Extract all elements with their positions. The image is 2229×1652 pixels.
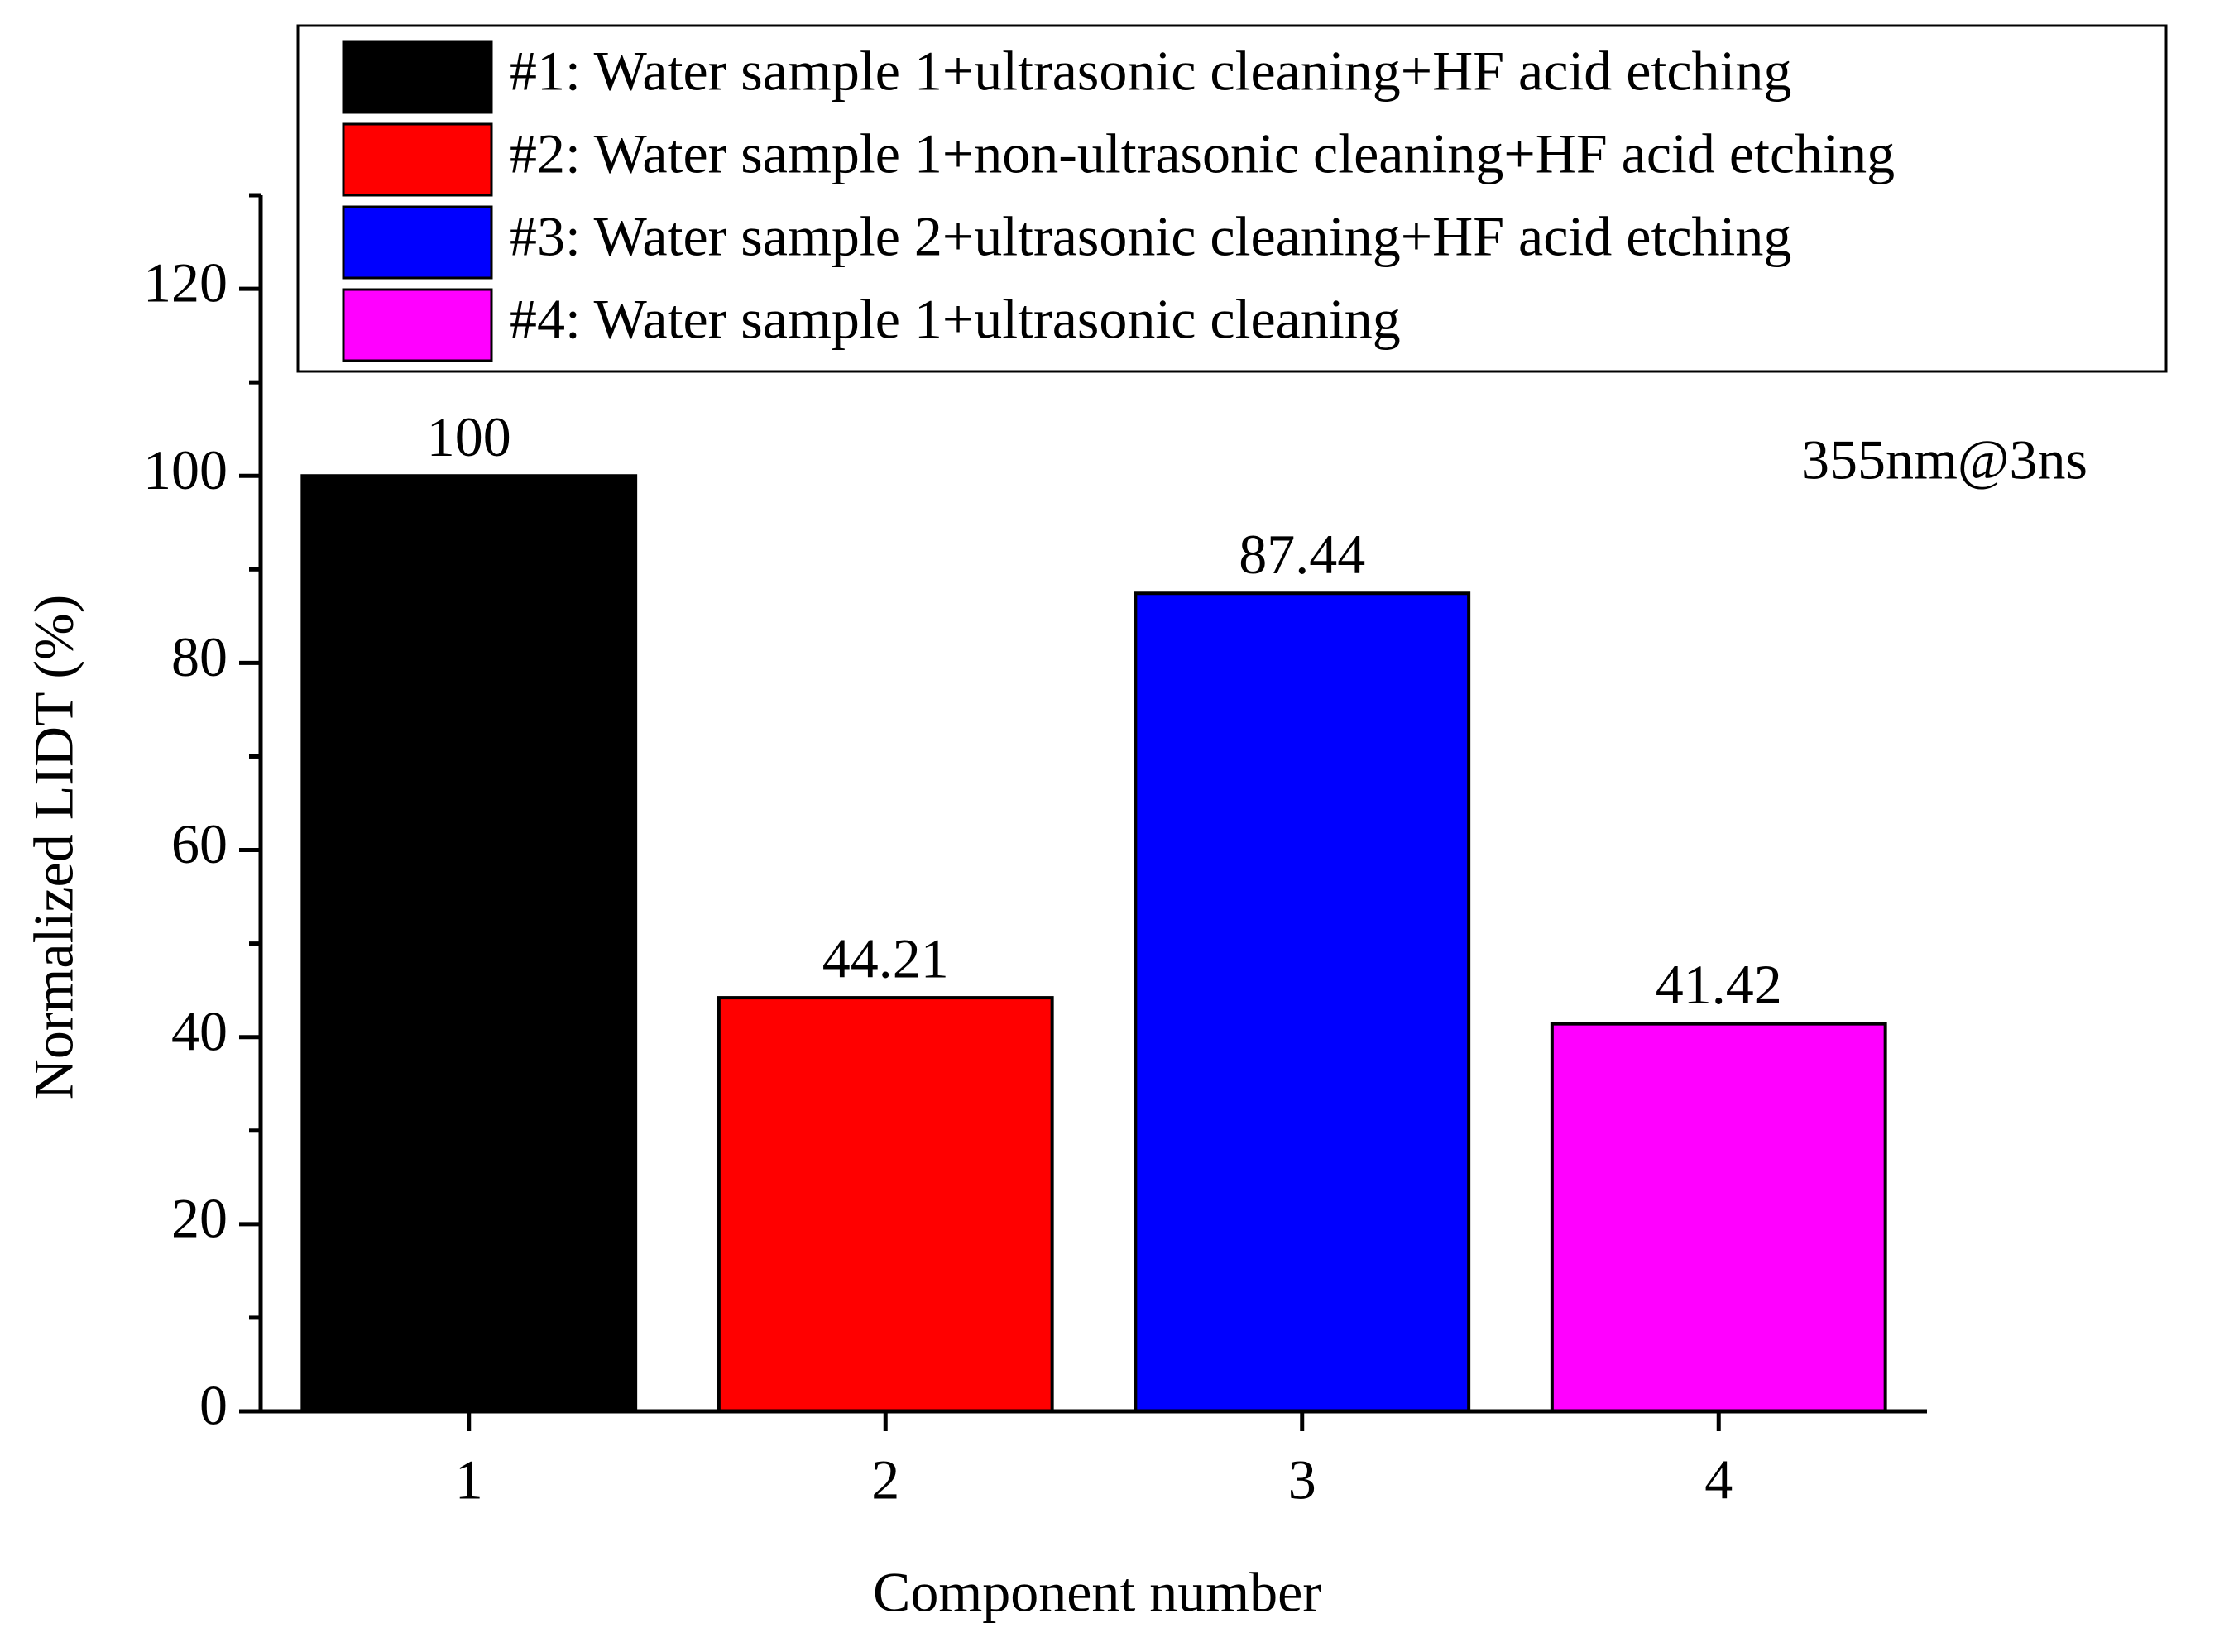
x-axis-title: Component number bbox=[873, 1561, 1321, 1624]
data-label: 100 bbox=[427, 405, 511, 468]
legend-swatch bbox=[342, 40, 493, 114]
x-tick-label: 3 bbox=[1288, 1448, 1316, 1511]
legend-swatch bbox=[342, 205, 493, 280]
x-tick-label: 4 bbox=[1704, 1448, 1733, 1511]
bar bbox=[1550, 1022, 1887, 1413]
x-tick-label: 2 bbox=[871, 1448, 899, 1511]
y-tick-label: 60 bbox=[171, 812, 228, 875]
y-tick-label: 100 bbox=[143, 438, 228, 501]
legend-label: #4: Water sample 1+ultrasonic cleaning bbox=[509, 288, 1401, 351]
legend-swatch bbox=[342, 288, 493, 362]
annotation: 355nm@3ns bbox=[1801, 429, 2088, 491]
bar bbox=[1134, 591, 1471, 1413]
y-tick-label: 120 bbox=[143, 251, 228, 314]
y-axis-title: Normalized LIDT (%) bbox=[22, 595, 85, 1100]
y-tick-label: 0 bbox=[199, 1374, 228, 1437]
y-tick-label: 20 bbox=[171, 1186, 228, 1249]
bar bbox=[300, 474, 638, 1414]
y-tick-label: 40 bbox=[171, 999, 228, 1062]
data-label: 41.42 bbox=[1656, 953, 1782, 1016]
bar bbox=[717, 996, 1054, 1413]
legend-label: #3: Water sample 2+ultrasonic cleaning+H… bbox=[509, 205, 1791, 268]
legend-label: #1: Water sample 1+ultrasonic cleaning+H… bbox=[509, 40, 1791, 103]
y-tick-label: 80 bbox=[171, 625, 228, 688]
x-tick-label: 1 bbox=[455, 1448, 483, 1511]
legend-swatch bbox=[342, 122, 493, 197]
data-label: 87.44 bbox=[1239, 523, 1365, 586]
legend-label: #2: Water sample 1+non-ultrasonic cleani… bbox=[509, 122, 1895, 185]
data-label: 44.21 bbox=[822, 927, 949, 990]
legend-box bbox=[296, 24, 2168, 373]
